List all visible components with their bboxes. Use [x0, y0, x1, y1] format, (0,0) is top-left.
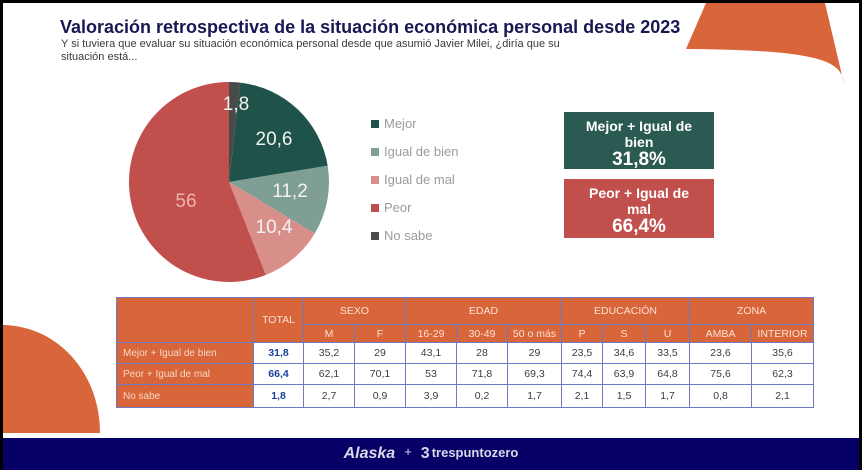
svg-text:10,4: 10,4	[256, 217, 293, 238]
svg-text:20,6: 20,6	[256, 129, 293, 150]
svg-text:11,2: 11,2	[272, 181, 308, 202]
svg-text:1,8: 1,8	[223, 94, 249, 115]
svg-text:56: 56	[175, 191, 196, 212]
